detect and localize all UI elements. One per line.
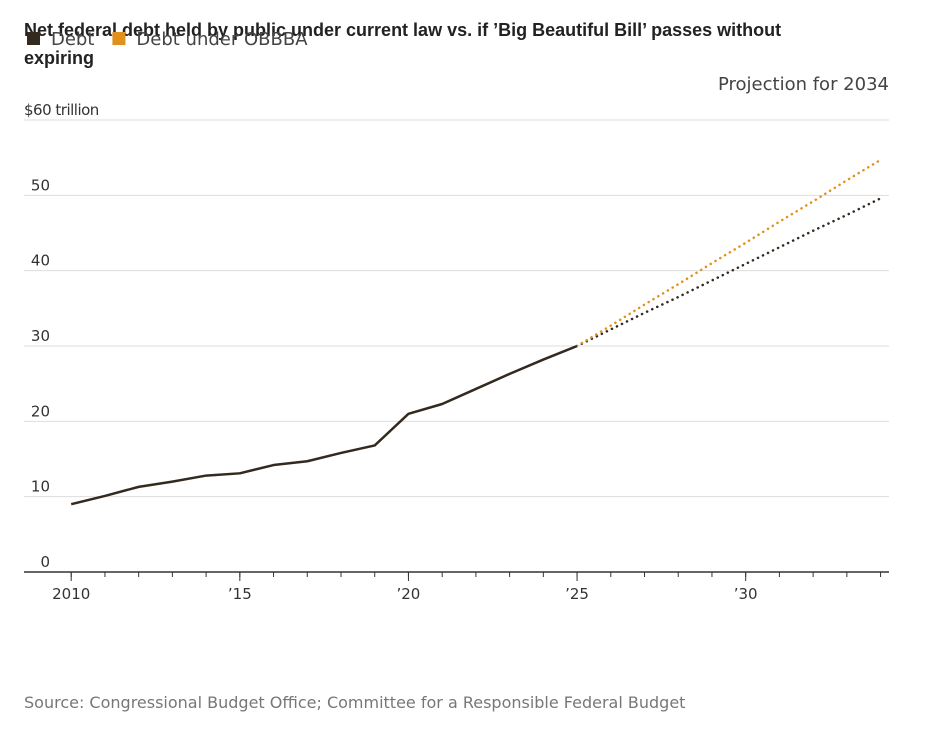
legend-label: Debt — [51, 29, 94, 50]
source: Source: Congressional Budget Office; Com… — [24, 693, 685, 712]
x-tick-label: ’25 — [565, 585, 589, 603]
x-tick-label: 2010 — [52, 585, 90, 603]
series-line — [70, 344, 578, 506]
annotation: Projection for 2034 — [718, 74, 889, 95]
y-tick-label: $60 trillion — [24, 101, 99, 119]
x-tick-label: ’20 — [397, 585, 421, 603]
x-tick-label: ’30 — [734, 585, 758, 603]
chart-title: Net federal debt held by public under cu… — [24, 20, 781, 68]
legend-label: Debt under OBBBA — [136, 29, 308, 50]
series-line-projection — [577, 158, 882, 348]
y-tick-label: 50 — [31, 176, 50, 194]
y-tick-label: 40 — [31, 252, 50, 270]
y-tick-label: 10 — [31, 478, 50, 496]
y-tick-label: 0 — [40, 553, 50, 571]
legend-swatch — [112, 32, 126, 45]
legend-swatch — [27, 32, 40, 45]
y-tick-label: 20 — [31, 402, 50, 420]
y-tick-label: 30 — [31, 327, 50, 345]
series-line-projection — [577, 197, 882, 348]
x-tick-label: ’15 — [228, 585, 252, 603]
